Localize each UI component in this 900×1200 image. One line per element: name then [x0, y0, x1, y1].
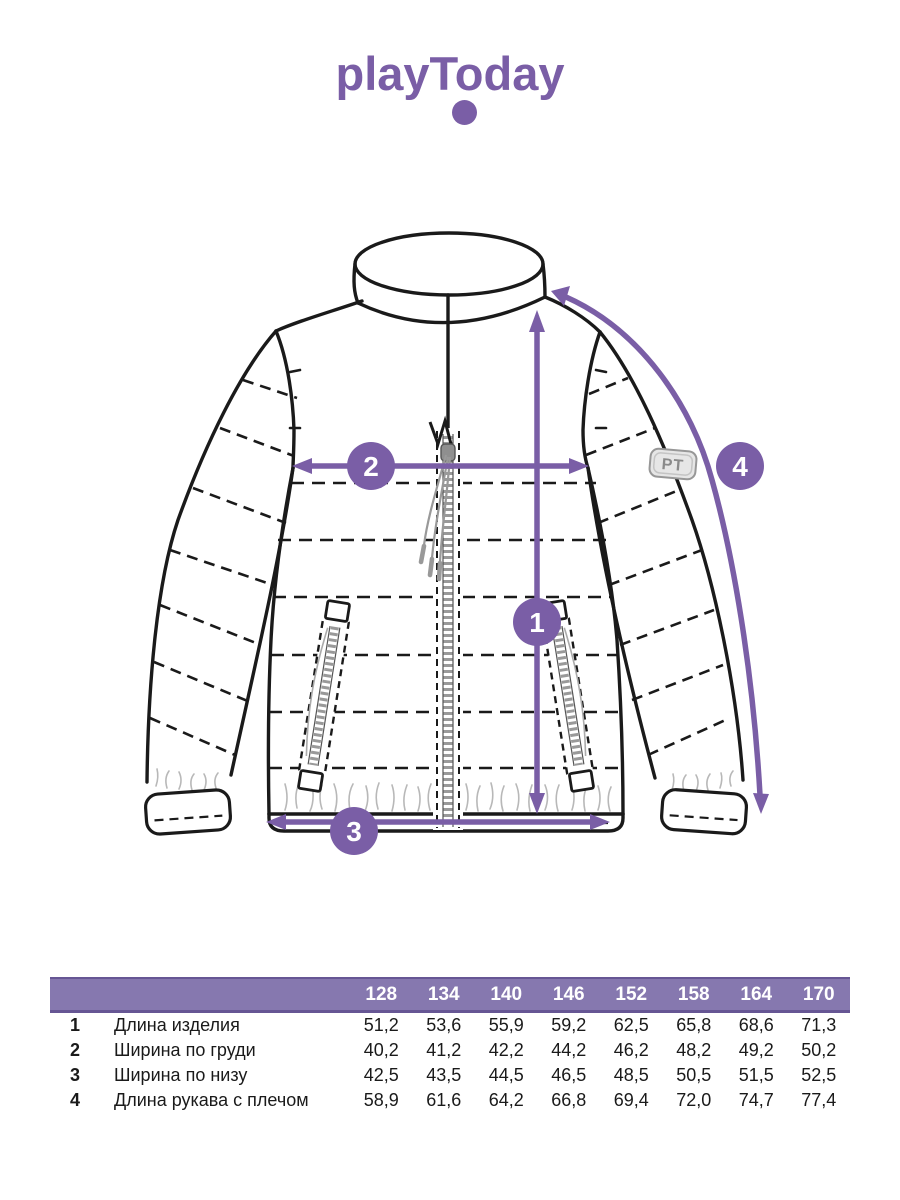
measure-label: Длина рукава с плечом: [114, 1090, 309, 1110]
size-value: 44,5: [488, 1065, 524, 1085]
size-value: 48,5: [613, 1065, 649, 1085]
sleeve-tag-text: PT: [661, 456, 685, 475]
marker-3-label: 3: [346, 816, 362, 847]
size-column-header: 152: [600, 977, 663, 1013]
marker-2-label: 2: [363, 451, 379, 482]
zipper: [418, 415, 463, 830]
size-value: 51,5: [738, 1065, 774, 1085]
size-value: 51,2: [363, 1015, 399, 1035]
size-value: 42,5: [363, 1065, 399, 1085]
size-value: 64,2: [488, 1090, 524, 1110]
size-value: 53,6: [426, 1015, 462, 1035]
jacket-diagram: PT 1 2 3 4: [143, 231, 769, 855]
size-column-header: 134: [412, 977, 475, 1013]
size-column-header: 146: [537, 977, 600, 1013]
size-value: 52,5: [801, 1065, 837, 1085]
header-empty-cell: [50, 977, 100, 1013]
size-value: 59,2: [551, 1015, 587, 1035]
size-value: 46,2: [613, 1040, 649, 1060]
measure-row: 1 Длина изделия 51,2 53,6 55,9 59,2 62,5…: [50, 1012, 850, 1039]
size-value: 62,5: [613, 1015, 649, 1035]
measure-row: 2 Ширина по груди 40,2 41,2 42,2 44,2 46…: [50, 1038, 850, 1063]
size-value: 49,2: [738, 1040, 774, 1060]
size-column-header: 140: [475, 977, 538, 1013]
size-value: 69,4: [613, 1090, 649, 1110]
size-value: 50,2: [801, 1040, 837, 1060]
measure-row: 3 Ширина по низу 42,5 43,5 44,5 46,5 48,…: [50, 1063, 850, 1088]
cuffs: [143, 788, 749, 836]
header-empty-cell: [100, 977, 350, 1013]
size-value: 48,2: [676, 1040, 712, 1060]
marker-2: 2: [347, 442, 395, 490]
size-value: 40,2: [363, 1040, 399, 1060]
measure-label: Длина изделия: [114, 1015, 240, 1035]
measure-label: Ширина по груди: [114, 1040, 256, 1060]
size-value: 42,2: [488, 1040, 524, 1060]
sleeve-brand-tag: PT: [648, 447, 698, 481]
size-table-header-row: 128 134 140 146 152 158 164 170: [50, 977, 850, 1013]
row-number: 3: [69, 1065, 80, 1085]
sleeve-quilting-lines: [149, 376, 731, 757]
size-value: 71,3: [801, 1015, 837, 1035]
size-value: 44,2: [551, 1040, 587, 1060]
brand-logo-text: playToday: [335, 47, 565, 100]
size-value: 66,8: [551, 1090, 587, 1110]
measure-row: 4 Длина рукава с плечом 58,9 61,6 64,2 6…: [50, 1088, 850, 1113]
size-value: 58,9: [363, 1090, 399, 1110]
pocket-left: [297, 599, 351, 793]
size-value: 46,5: [551, 1065, 587, 1085]
size-column-header: 128: [350, 977, 413, 1013]
brand-logo: playToday: [0, 46, 900, 101]
marker-3: 3: [330, 807, 378, 855]
size-table: 128 134 140 146 152 158 164 170 1 Длина …: [50, 977, 850, 1113]
measure-label: Ширина по низу: [114, 1065, 248, 1085]
size-value: 68,6: [738, 1015, 774, 1035]
size-value: 77,4: [801, 1090, 837, 1110]
marker-4-label: 4: [732, 451, 748, 482]
size-column-header: 164: [725, 977, 788, 1013]
marker-1: 1: [513, 598, 561, 646]
size-value: 55,9: [488, 1015, 524, 1035]
size-value: 43,5: [426, 1065, 462, 1085]
measure-arrow-4: [551, 286, 769, 814]
row-number: 1: [69, 1015, 80, 1035]
size-column-header: 158: [662, 977, 725, 1013]
row-number: 2: [69, 1040, 80, 1060]
size-value: 74,7: [738, 1090, 774, 1110]
logo-dot-icon: [452, 100, 477, 125]
size-value: 41,2: [426, 1040, 462, 1060]
hem-fur: [155, 768, 734, 812]
row-number: 4: [69, 1090, 80, 1110]
size-column-header: 170: [787, 977, 850, 1013]
size-value: 61,6: [426, 1090, 462, 1110]
size-value: 72,0: [676, 1090, 712, 1110]
size-value: 65,8: [676, 1015, 712, 1035]
measure-arrow-1: [529, 310, 545, 814]
marker-1-label: 1: [529, 607, 545, 638]
size-value: 50,5: [676, 1065, 712, 1085]
marker-4: 4: [716, 442, 764, 490]
